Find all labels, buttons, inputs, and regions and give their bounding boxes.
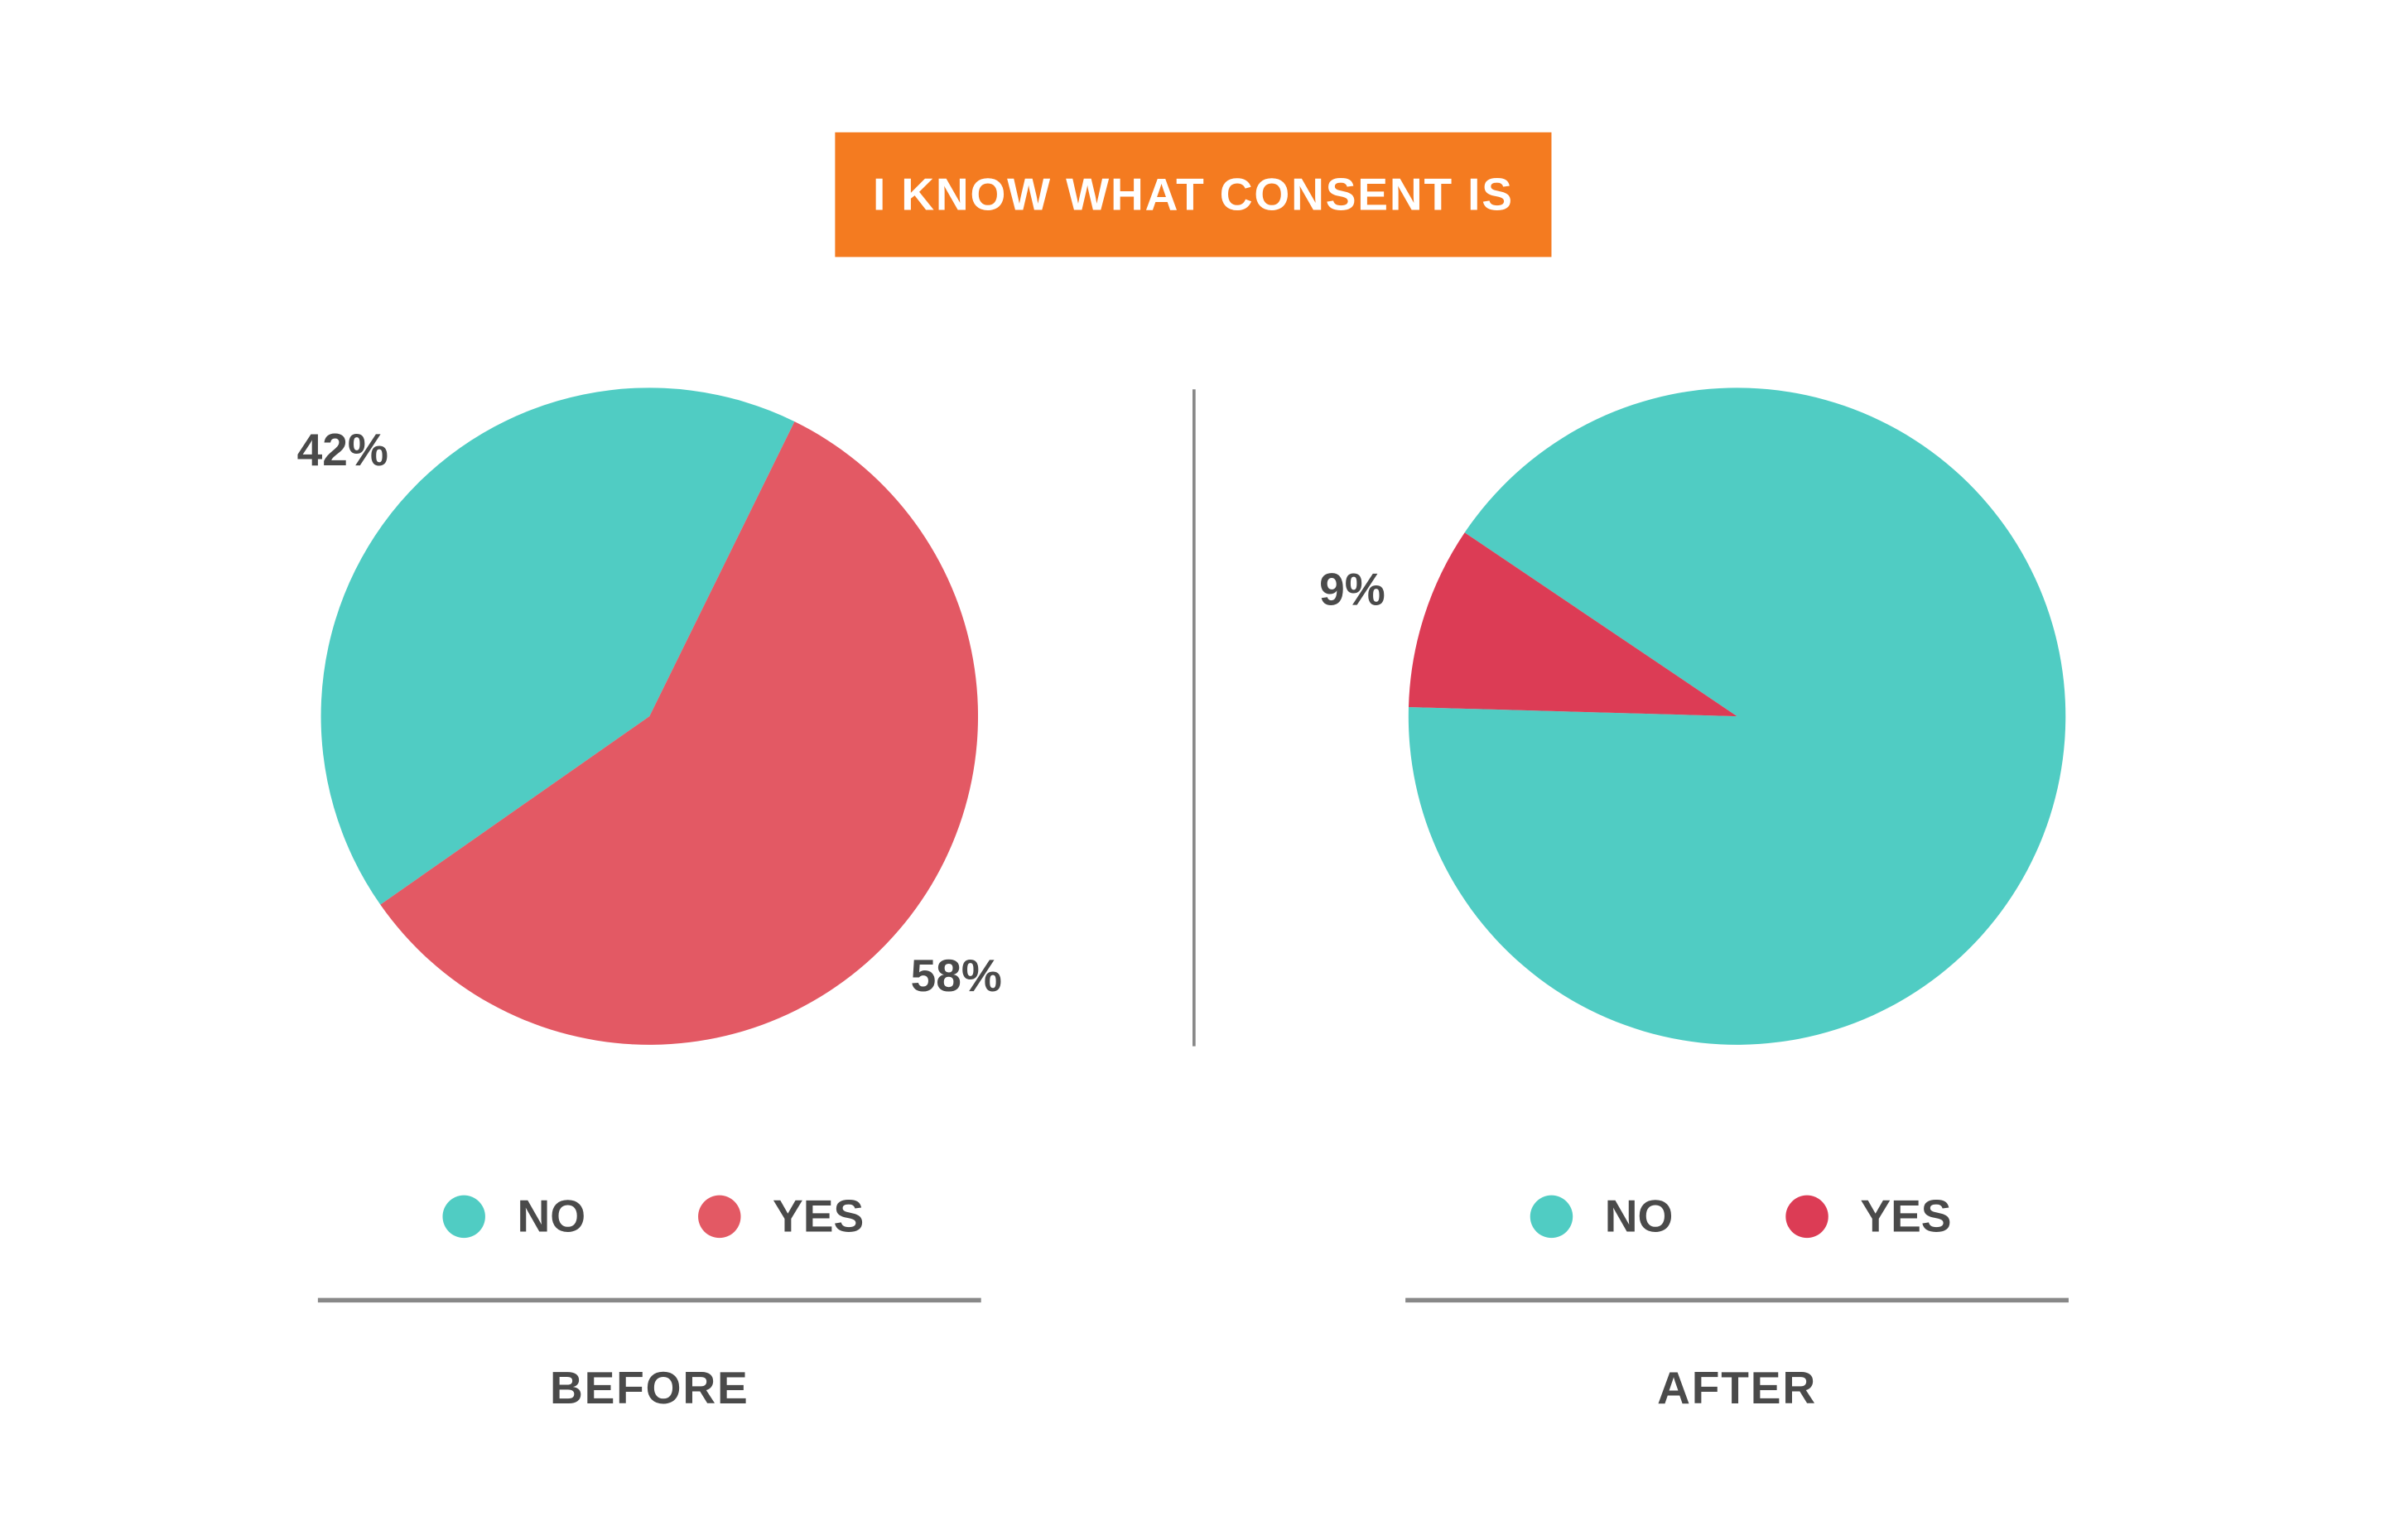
- legend-label: NO: [1605, 1191, 1674, 1242]
- value-label: 9%: [1319, 563, 1385, 614]
- legend-swatch: [1530, 1195, 1573, 1239]
- legend-label: NO: [517, 1191, 585, 1242]
- legend-swatch: [698, 1195, 741, 1239]
- chart-title: I KNOW WHAT CONSENT IS: [873, 168, 1514, 219]
- legend-swatch: [442, 1195, 485, 1239]
- pie-slice: [1408, 532, 1737, 717]
- pie-slice: [380, 421, 979, 1045]
- pie-slice: [320, 387, 795, 905]
- value-label: 58%: [911, 950, 1002, 1001]
- chart-subtitle: BEFORE: [550, 1362, 749, 1413]
- legend-swatch: [1785, 1195, 1828, 1239]
- value-label: 42%: [297, 424, 388, 475]
- chart-subtitle: AFTER: [1657, 1362, 1817, 1413]
- pie-slice: [1408, 387, 2066, 1045]
- legend-label: YES: [1860, 1191, 1951, 1242]
- title-banner: [835, 132, 1552, 257]
- legend-label: YES: [773, 1191, 864, 1242]
